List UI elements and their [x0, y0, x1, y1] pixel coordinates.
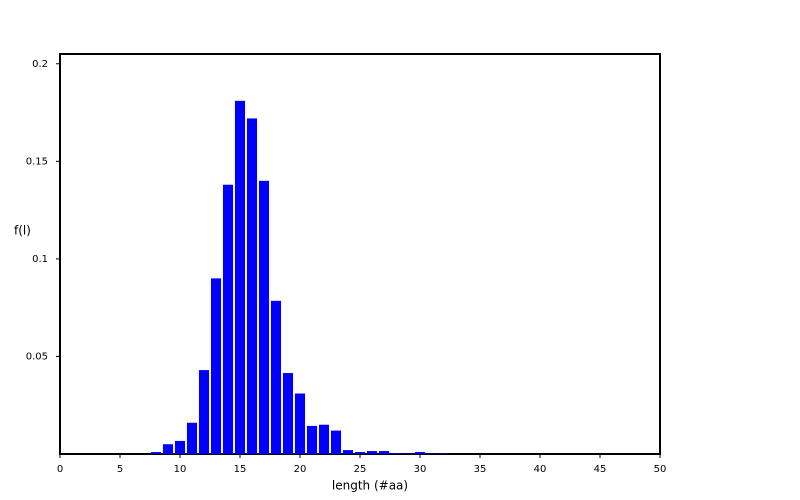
- x-tick-label: 50: [654, 464, 667, 475]
- bar: [306, 425, 318, 454]
- y-tick-label: 0.2: [32, 59, 48, 70]
- x-tick-label: 30: [414, 464, 427, 475]
- bar: [210, 278, 222, 454]
- x-tick-label: 20: [294, 464, 307, 475]
- bar: [390, 453, 402, 454]
- x-tick-label: 45: [594, 464, 607, 475]
- x-tick-label: 15: [234, 464, 247, 475]
- bar: [378, 451, 390, 454]
- bar: [318, 424, 330, 454]
- bar: [234, 100, 246, 454]
- x-tick-label: 5: [117, 464, 123, 475]
- bar: [282, 373, 294, 454]
- bar: [426, 453, 438, 454]
- bar: [366, 451, 378, 454]
- bar: [342, 450, 354, 454]
- y-tick-label: 0.15: [26, 156, 48, 167]
- x-axis-label: length (#aa): [332, 479, 408, 493]
- bar: [246, 118, 258, 454]
- bar: [330, 430, 342, 454]
- bar: [198, 370, 210, 454]
- x-tick-label: 25: [354, 464, 367, 475]
- bar: [258, 180, 270, 454]
- bar: [186, 422, 198, 454]
- bar: [174, 440, 186, 454]
- bar: [402, 453, 414, 454]
- bar: [150, 452, 162, 454]
- bar: [354, 452, 366, 454]
- x-tick-label: 35: [474, 464, 487, 475]
- x-tick-label: 0: [57, 464, 63, 475]
- y-tick-label: 0.05: [26, 351, 48, 362]
- bar: [162, 444, 174, 454]
- y-axis-label: f(l): [14, 224, 31, 238]
- bar: [414, 452, 426, 454]
- x-tick-label: 40: [534, 464, 547, 475]
- plot-frame: [59, 53, 661, 455]
- bar: [270, 300, 282, 454]
- x-tick-label: 10: [174, 464, 187, 475]
- bar: [294, 393, 306, 454]
- y-tick-label: 0.1: [32, 254, 48, 265]
- bar: [222, 184, 234, 455]
